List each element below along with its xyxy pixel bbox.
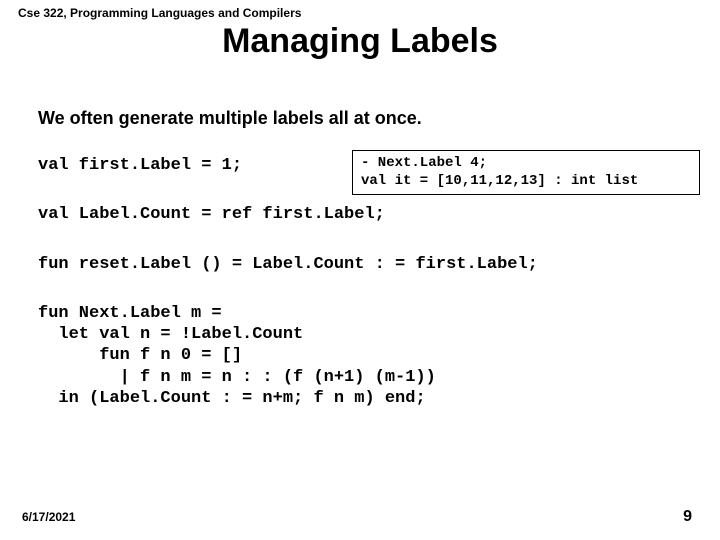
- code-line-7: | f n m = n : : (f (n+1) (m-1)): [38, 367, 690, 388]
- slide: Cse 322, Programming Languages and Compi…: [0, 0, 720, 540]
- code-line-8: in (Label.Count : = n+m; f n m) end;: [38, 388, 690, 409]
- code-line-1: val first.Label = 1;: [38, 155, 690, 176]
- code-line-6: fun f n 0 = []: [38, 345, 690, 366]
- footer-date: 6/17/2021: [22, 510, 75, 524]
- footer-page-number: 9: [683, 508, 692, 526]
- spacer: [38, 226, 690, 254]
- course-header: Cse 322, Programming Languages and Compi…: [18, 6, 301, 20]
- intro-text: We often generate multiple labels all at…: [38, 108, 422, 129]
- spacer: [38, 176, 690, 204]
- spacer: [38, 275, 690, 303]
- code-line-4: fun Next.Label m =: [38, 303, 690, 324]
- code-line-2: val Label.Count = ref first.Label;: [38, 204, 690, 225]
- slide-title: Managing Labels: [0, 22, 720, 61]
- code-block: val first.Label = 1; val Label.Count = r…: [38, 155, 690, 409]
- code-line-3: fun reset.Label () = Label.Count : = fir…: [38, 254, 690, 275]
- code-line-5: let val n = !Label.Count: [38, 324, 690, 345]
